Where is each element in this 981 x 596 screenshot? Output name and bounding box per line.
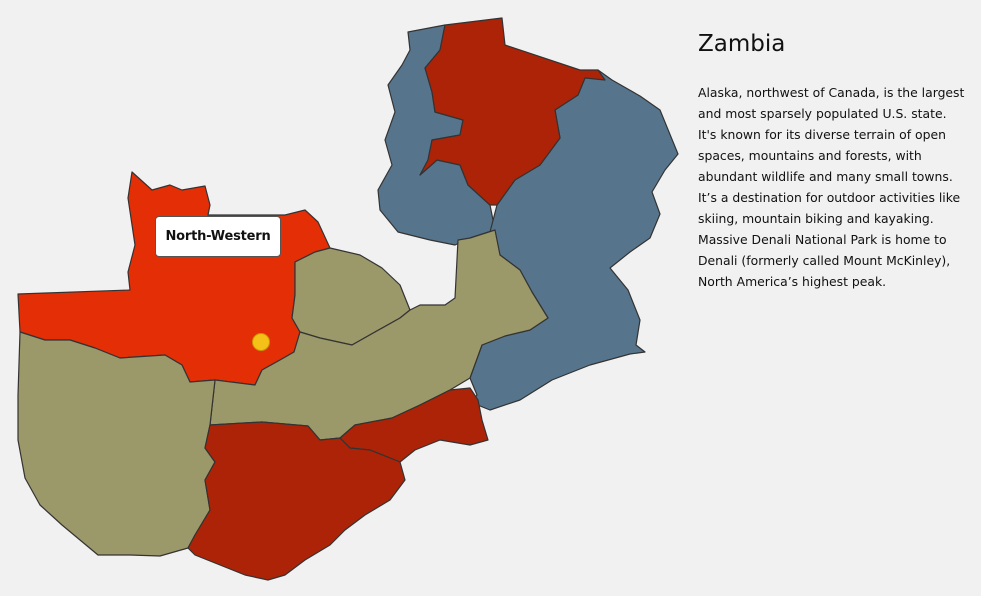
country-title: Zambia [698, 31, 786, 57]
zambia-map [17, 17, 679, 581]
info-panel: Zambia Alaska, northwest of Canada, is t… [698, 28, 966, 292]
country-description: Alaska, northwest of Canada, is the larg… [698, 85, 965, 289]
region-tooltip: North-Western [155, 216, 281, 257]
region-northern[interactable] [419, 17, 606, 206]
location-marker[interactable] [252, 333, 270, 351]
region-southern[interactable] [187, 421, 406, 581]
map-svg [17, 17, 679, 581]
